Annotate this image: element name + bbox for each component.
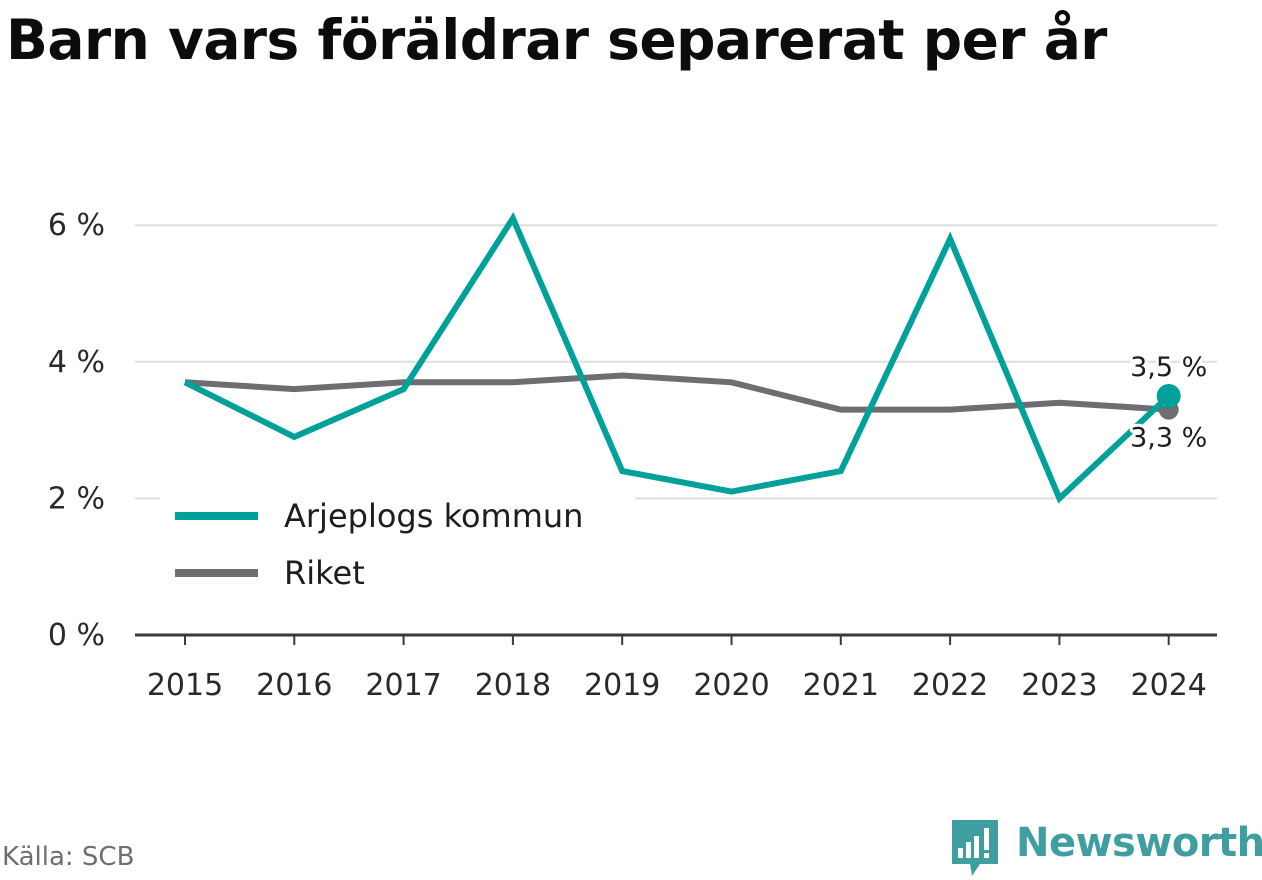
x-tick-label: 2021: [803, 668, 879, 703]
x-tick-label: 2018: [475, 668, 551, 703]
bar-chart-speech-bubble-icon: [952, 820, 998, 876]
series-line-riket: [184, 372, 1169, 413]
series-line-arjeplogs: [183, 212, 1171, 504]
x-axis: 2015 2016 2017 2018 2019 2020 2021 2022 2023 2024: [135, 633, 1217, 703]
y-tick-label: 2 %: [48, 481, 105, 516]
y-tick-label: 4 %: [48, 345, 105, 380]
x-tick-label: 2020: [693, 668, 769, 703]
y-tick-label: 0 %: [48, 618, 105, 653]
end-value-label: 3,5 %: [1130, 352, 1207, 383]
end-point-marker: [1156, 383, 1181, 408]
legend-label: Riket: [284, 554, 365, 592]
x-tick-label: 2022: [912, 668, 988, 703]
x-tick-label: 2024: [1131, 668, 1207, 703]
legend-background: [160, 493, 635, 603]
x-tick-label: 2023: [1021, 668, 1097, 703]
source-note: Källa: SCB: [2, 842, 135, 872]
chart-title: Barn vars föräldrar separerat per år: [6, 8, 1107, 72]
x-tick-label: 2017: [365, 668, 441, 703]
end-labels: 3,5 %3,5 %3,3 %3,3 %: [1127, 349, 1210, 457]
x-tick-label: 2019: [584, 668, 660, 703]
y-tick-label: 6 %: [48, 208, 105, 243]
gridlines: [135, 224, 1217, 500]
end-value-label: 3,3 %: [1130, 423, 1207, 454]
x-tick-label: 2015: [147, 668, 223, 703]
end-value-label-halo: 3,5 %: [1130, 352, 1207, 383]
brand-name: Newsworthy: [1016, 820, 1262, 866]
brand: Newsworthy: [950, 818, 1262, 880]
y-axis-tick-labels: 0 % 2 % 4 % 6 %: [48, 208, 105, 653]
series-lines: [183, 212, 1181, 504]
legend: Arjeplogs kommun Riket: [160, 493, 635, 603]
legend-label: Arjeplogs kommun: [284, 497, 583, 535]
x-tick-label: 2016: [256, 668, 332, 703]
end-value-label-halo: 3,3 %: [1130, 423, 1207, 454]
